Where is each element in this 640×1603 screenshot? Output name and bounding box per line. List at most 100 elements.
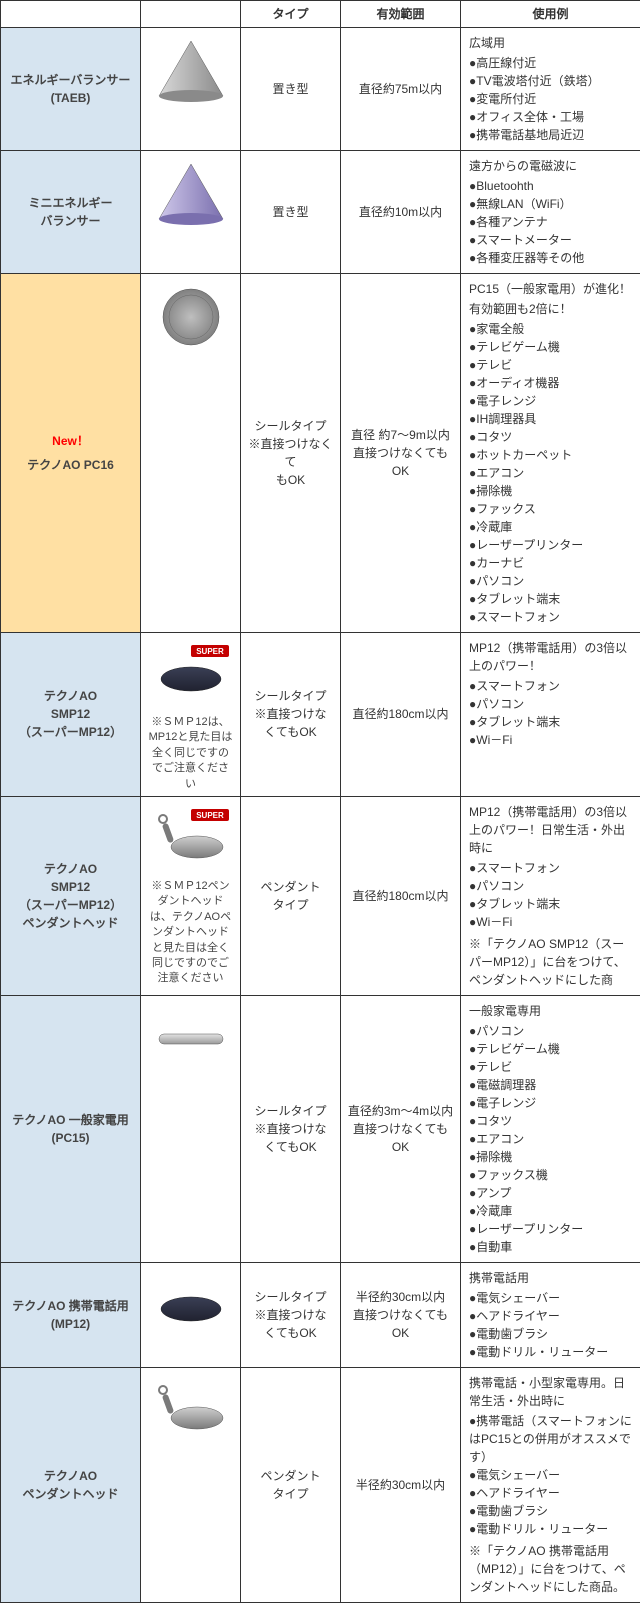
usage-cell: 遠方からの電磁波にBluetoohth無線LAN（WiFi）各種アンテナスマート…	[461, 151, 640, 274]
usage-item: 高圧線付近	[469, 54, 632, 72]
usage-item: 携帯電話（スマートフォンにはPC15との併用がオススメです）	[469, 1412, 632, 1466]
range-cell: 直径約180cm以内	[341, 796, 461, 995]
product-name-line: (MP12)	[7, 1315, 134, 1333]
type-line: ペンダント	[247, 1467, 334, 1485]
type-line: タイプ	[247, 1485, 334, 1503]
range-cell: 直径約75m以内	[341, 28, 461, 151]
usage-item: 電動ドリル・リューター	[469, 1343, 632, 1361]
usage-item: 電動ドリル・リューター	[469, 1520, 632, 1538]
usage-item: テレビゲーム機	[469, 1040, 632, 1058]
range-line: 半径約30cm以内	[347, 1476, 454, 1494]
pendant-super-icon: SUPER	[147, 805, 234, 875]
usage-item: コタツ	[469, 1112, 632, 1130]
oval-dark-icon	[147, 1271, 234, 1341]
range-line: 直接つけなくても	[347, 444, 454, 462]
usage-item: ホットカーペット	[469, 446, 632, 464]
range-cell: 直径約180cm以内	[341, 633, 461, 797]
type-line: シールタイプ	[247, 417, 334, 435]
product-name-cell: テクノAO 携帯電話用(MP12)	[1, 1262, 141, 1367]
usage-heading: 携帯電話・小型家電専用。日常生活・外出時に	[469, 1374, 632, 1410]
usage-heading: 遠方からの電磁波に	[469, 157, 632, 175]
type-cell: シールタイプ※直接つけなくてもOK	[241, 1262, 341, 1367]
image-note: ※ＳＭＰ12ペンダントヘッドは、テクノAOペンダントヘッドと見た目は全く同じです…	[147, 879, 234, 987]
image-note: ※ＳＭＰ12は、MP12と見た目は全く同じですのでご注意ください	[147, 715, 234, 792]
product-name-cell: ミニエネルギーバランサー	[1, 151, 141, 274]
product-name-line: テクノAO PC16	[7, 456, 134, 474]
col-range: 有効範囲	[341, 1, 461, 28]
type-line: ※直接つけな	[247, 1306, 334, 1324]
type-line: シールタイプ	[247, 1102, 334, 1120]
usage-item: タブレット端末	[469, 713, 632, 731]
usage-item: 電動歯ブラシ	[469, 1502, 632, 1520]
usage-item: 冷蔵庫	[469, 518, 632, 536]
product-name-cell: New！ テクノAO PC16	[1, 274, 141, 633]
product-name-line: ミニエネルギー	[7, 194, 134, 212]
type-line: シールタイプ	[247, 1288, 334, 1306]
usage-item: 電磁調理器	[469, 1076, 632, 1094]
usage-item: 無線LAN（WiFi）	[469, 195, 632, 213]
usage-item: 携帯電話基地局近辺	[469, 126, 632, 144]
usage-item: 冷蔵庫	[469, 1202, 632, 1220]
table-row: テクノAO 携帯電話用(MP12) シールタイプ※直接つけなくてもOK半径約30…	[1, 1262, 640, 1367]
usage-item: テレビ	[469, 1058, 632, 1076]
bar-silver-icon	[147, 1004, 234, 1074]
product-name-cell: エネルギーバランサー(TAEB)	[1, 28, 141, 151]
range-cell: 半径約30cm以内直接つけなくてもOK	[341, 1262, 461, 1367]
type-line: ※直接つけな	[247, 705, 334, 723]
usage-item: テレビゲーム機	[469, 338, 632, 356]
usage-item: スマートメーター	[469, 231, 632, 249]
usage-heading: 携帯電話用	[469, 1269, 632, 1287]
product-name-cell: テクノAOペンダントヘッド	[1, 1367, 141, 1602]
product-name-line: (TAEB)	[7, 89, 134, 107]
usage-list: 電気シェーバーヘアドライヤー電動歯ブラシ電動ドリル・リューター	[469, 1289, 632, 1361]
usage-item: エアコン	[469, 1130, 632, 1148]
usage-item: ヘアドライヤー	[469, 1307, 632, 1325]
range-line: 直径約75m以内	[347, 80, 454, 98]
usage-item: パソコン	[469, 572, 632, 590]
oval-dark-super-icon: SUPER	[147, 641, 234, 711]
usage-item: 電子レンジ	[469, 1094, 632, 1112]
usage-item: 各種変圧器等その他	[469, 249, 632, 267]
usage-list: パソコンテレビゲーム機テレビ電磁調理器電子レンジコタツエアコン掃除機ファックス機…	[469, 1022, 632, 1256]
product-image-cell	[141, 28, 241, 151]
product-name-line: ペンダントヘッド	[7, 1485, 134, 1503]
col-type: タイプ	[241, 1, 341, 28]
type-cell: ペンダントタイプ	[241, 1367, 341, 1602]
usage-item: スマートフォン	[469, 859, 632, 877]
usage-item: 各種アンテナ	[469, 213, 632, 231]
table-row: ミニエネルギーバランサー 置き型直径約10m以内遠方からの電磁波にBluetoo…	[1, 151, 640, 274]
new-badge: New！	[7, 432, 134, 450]
usage-item: レーザープリンター	[469, 536, 632, 554]
product-name-line: バランサー	[7, 212, 134, 230]
table-row: テクノAOSMP12（スーパーMP12） SUPER※ＳＭＰ12は、MP12と見…	[1, 633, 640, 797]
product-image-cell	[141, 995, 241, 1262]
usage-item: スマートフォン	[469, 608, 632, 626]
usage-note: ※「テクノAO SMP12（スーパーMP12）」に台をつけて、ペンダントヘッドに…	[469, 935, 632, 989]
usage-item: ファックス機	[469, 1166, 632, 1184]
range-line: 直接つけなくてもOK	[347, 1120, 454, 1156]
usage-cell: 一般家電専用パソコンテレビゲーム機テレビ電磁調理器電子レンジコタツエアコン掃除機…	[461, 995, 640, 1262]
usage-item: IH調理器具	[469, 410, 632, 428]
usage-heading: MP12（携帯電話用）の3倍以上のパワー！	[469, 639, 632, 675]
table-row: テクノAOSMP12（スーパーMP12）ペンダントヘッド SUPER※ＳＭＰ12…	[1, 796, 640, 995]
range-line: OK	[347, 462, 454, 480]
range-cell: 直径約10m以内	[341, 151, 461, 274]
type-cell: シールタイプ※直接つけなくてもOK	[241, 633, 341, 797]
product-image-cell: SUPER※ＳＭＰ12ペンダントヘッドは、テクノAOペンダントヘッドと見た目は全…	[141, 796, 241, 995]
product-table: タイプ 有効範囲 使用例 エネルギーバランサー(TAEB) 置き型直径約75m以…	[0, 0, 640, 1603]
usage-item: パソコン	[469, 695, 632, 713]
cone-purple-icon	[147, 159, 234, 229]
usage-item: レーザープリンター	[469, 1220, 632, 1238]
type-cell: シールタイプ※直接つけなくてもOK	[241, 274, 341, 633]
type-line: くてもOK	[247, 1138, 334, 1156]
range-line: 直径約180cm以内	[347, 887, 454, 905]
product-image-cell	[141, 1367, 241, 1602]
usage-heading: 有効範囲も2倍に！	[469, 300, 632, 318]
cone-silver-icon	[147, 36, 234, 106]
product-name-line: SMP12	[7, 878, 134, 896]
usage-cell: 広域用高圧線付近TV電波塔付近（鉄塔）変電所付近オフィス全体・工場携帯電話基地局…	[461, 28, 640, 151]
range-line: 半径約30cm以内	[347, 1288, 454, 1306]
type-line: ※直接つけなくて	[247, 435, 334, 471]
usage-item: 掃除機	[469, 482, 632, 500]
col-name	[1, 1, 141, 28]
